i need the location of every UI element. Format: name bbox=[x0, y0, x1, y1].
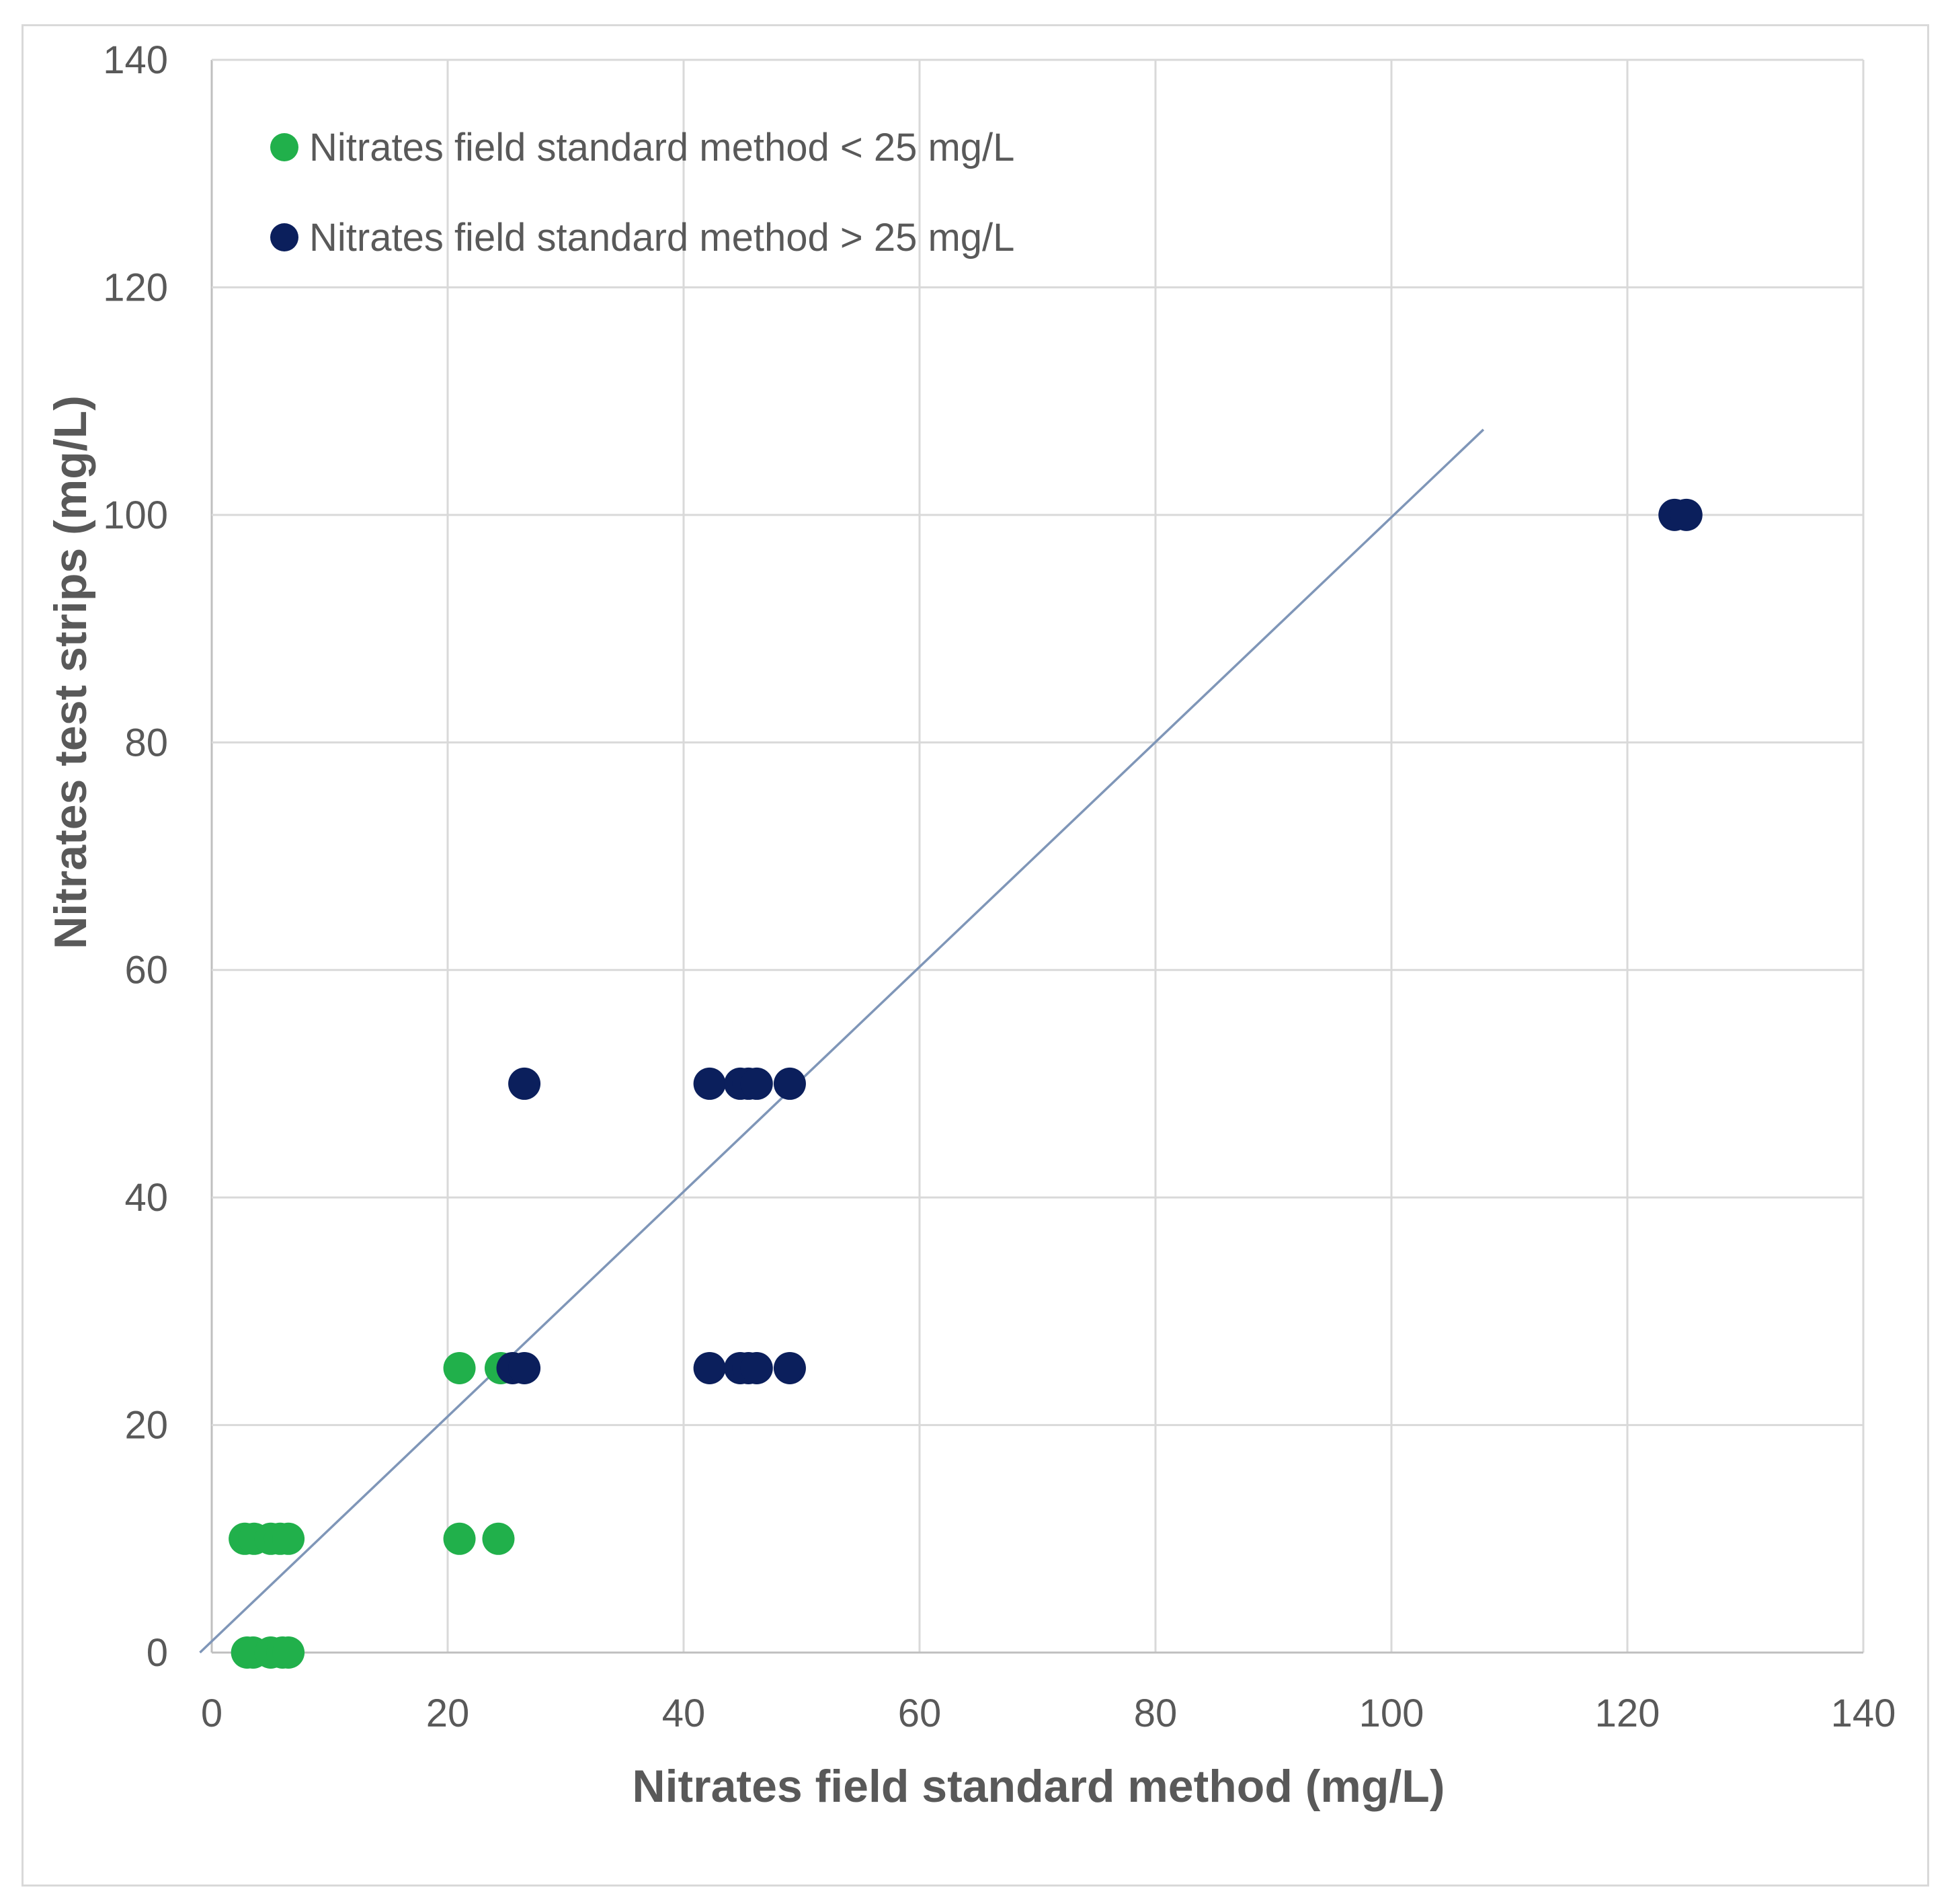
legend: Nitrates field standard method < 25 mg/L… bbox=[270, 126, 1014, 260]
y-tick-label: 20 bbox=[124, 1404, 168, 1447]
tick-labels: 0 20 40 60 80 100 120 140 0 20 40 60 80 100 120 140 bbox=[103, 38, 1896, 1735]
y-tick-label: 60 bbox=[124, 949, 168, 992]
data-point-series-1 bbox=[508, 1351, 541, 1384]
trendline bbox=[199, 428, 1485, 1654]
legend-label-low: Nitrates field standard method < 25 mg/L bbox=[309, 126, 1014, 169]
data-point-series-1 bbox=[693, 1351, 726, 1384]
x-tick-label: 0 bbox=[201, 1692, 222, 1735]
x-tick-label: 100 bbox=[1359, 1692, 1424, 1735]
legend-marker-low bbox=[270, 133, 298, 161]
x-tick-label: 80 bbox=[1134, 1692, 1178, 1735]
x-tick-label: 120 bbox=[1595, 1692, 1660, 1735]
data-point-series-0 bbox=[272, 1522, 305, 1555]
data-point-series-1 bbox=[773, 1351, 806, 1384]
data-point-series-1 bbox=[740, 1067, 773, 1100]
data-point-series-0 bbox=[272, 1636, 305, 1669]
y-tick-label: 40 bbox=[124, 1176, 168, 1220]
trendline-layer bbox=[199, 428, 1485, 1654]
y-axis-title: Nitrates test strips (mg/L) bbox=[45, 395, 96, 949]
y-tick-label: 100 bbox=[103, 493, 168, 537]
data-point-series-0 bbox=[443, 1351, 476, 1384]
x-axis-title: Nitrates field standard method (mg/L) bbox=[633, 1761, 1445, 1812]
y-tick-label: 0 bbox=[147, 1631, 168, 1675]
y-tick-label: 140 bbox=[103, 38, 168, 82]
x-tick-label: 40 bbox=[662, 1692, 706, 1735]
data-point-series-1 bbox=[1670, 498, 1703, 531]
data-point-series-1 bbox=[508, 1067, 541, 1100]
y-tick-label: 80 bbox=[124, 721, 168, 764]
data-point-series-0 bbox=[443, 1522, 476, 1555]
data-point-series-1 bbox=[693, 1067, 726, 1100]
y-tick-label: 120 bbox=[103, 266, 168, 309]
grid bbox=[210, 58, 1865, 1654]
x-tick-label: 20 bbox=[426, 1692, 470, 1735]
x-tick-label: 140 bbox=[1831, 1692, 1896, 1735]
points-layer bbox=[229, 498, 1703, 1669]
legend-marker-high bbox=[270, 223, 298, 251]
legend-item-low: Nitrates field standard method < 25 mg/L bbox=[270, 126, 1014, 169]
data-point-series-1 bbox=[773, 1067, 806, 1100]
legend-item-high: Nitrates field standard method > 25 mg/L bbox=[270, 216, 1014, 260]
data-point-series-1 bbox=[740, 1351, 773, 1384]
data-point-series-0 bbox=[482, 1522, 515, 1555]
legend-label-high: Nitrates field standard method > 25 mg/L bbox=[309, 216, 1014, 260]
chart-frame bbox=[22, 24, 1929, 1887]
x-tick-label: 60 bbox=[898, 1692, 942, 1735]
